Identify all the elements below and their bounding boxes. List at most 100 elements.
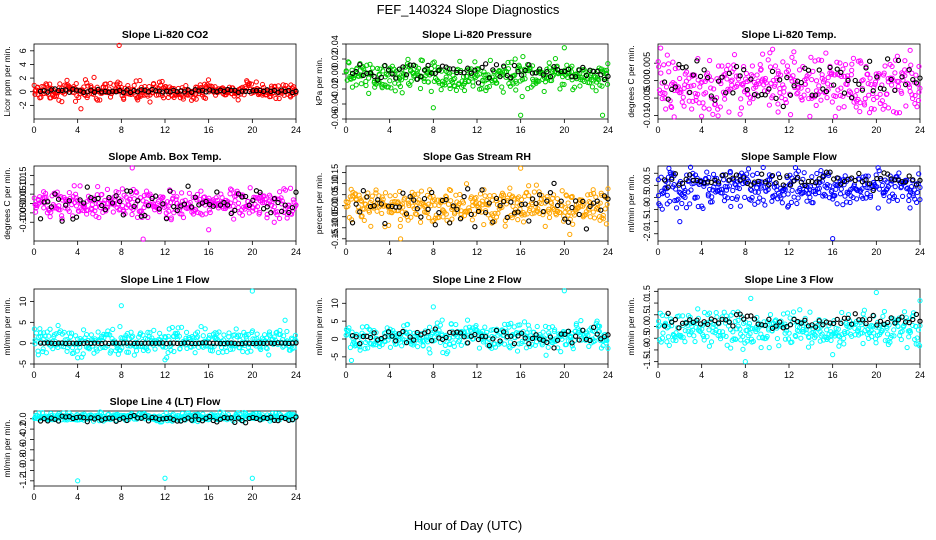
data-point — [44, 329, 50, 335]
x-tick-label: 4 — [699, 247, 704, 257]
hourly-point — [536, 66, 543, 72]
data-point — [823, 50, 829, 56]
hourly-point — [396, 66, 402, 72]
data-point — [130, 333, 136, 339]
hourly-point — [246, 202, 252, 208]
data-point — [857, 108, 863, 115]
hourly-point — [827, 64, 833, 71]
data-point — [207, 209, 213, 216]
data-point — [590, 209, 596, 215]
data-point — [379, 194, 385, 200]
hourly-point — [457, 69, 464, 75]
data-point — [269, 202, 275, 208]
hourly-point — [396, 204, 402, 210]
data-point — [399, 90, 405, 96]
hourly-point — [55, 196, 62, 202]
x-tick-label: 20 — [559, 125, 569, 135]
data-point — [659, 206, 665, 212]
data-point — [794, 91, 800, 97]
data-point — [899, 90, 905, 96]
data-point — [782, 96, 788, 103]
data-point — [41, 205, 47, 211]
outlier-point — [830, 235, 836, 242]
hourly-point — [138, 87, 144, 93]
data-point — [881, 308, 888, 315]
data-point — [766, 102, 772, 108]
data-point — [195, 334, 201, 340]
data-point — [749, 194, 755, 201]
hourly-point — [870, 88, 876, 94]
hourly-point — [766, 86, 772, 92]
data-point — [511, 196, 518, 202]
data-point — [94, 97, 101, 103]
hourly-point — [572, 74, 579, 80]
hourly-point — [661, 177, 668, 183]
data-point — [227, 346, 234, 353]
hourly-point — [389, 71, 395, 77]
y-tick-label: -0.10 — [18, 212, 28, 233]
data-point — [854, 196, 860, 202]
hourly-point — [393, 75, 399, 81]
data-point — [84, 80, 90, 86]
y-axis-label: degrees C per min. — [626, 45, 636, 117]
data-point — [879, 182, 885, 188]
data-point — [705, 191, 711, 197]
data-point — [205, 77, 212, 83]
data-point — [417, 85, 424, 92]
hourly-point — [149, 195, 155, 202]
data-point — [133, 348, 140, 354]
hourly-point — [594, 198, 600, 204]
data-point — [376, 78, 382, 84]
data-point — [73, 203, 80, 209]
data-point — [718, 186, 725, 192]
data-point — [379, 85, 385, 91]
hourly-point — [447, 66, 453, 72]
data-point — [841, 341, 847, 347]
y-tick-label: 4 — [18, 62, 28, 67]
data-point — [211, 343, 217, 349]
y-tick-label: 0.5 — [642, 309, 652, 322]
data-point — [807, 194, 813, 200]
x-tick-label: 0 — [655, 370, 660, 380]
data-point — [400, 204, 406, 210]
data-point — [727, 168, 733, 175]
outlier-point — [726, 109, 732, 115]
x-tick-label: 16 — [516, 125, 526, 135]
data-point — [583, 211, 589, 218]
data-point — [743, 70, 749, 77]
hourly-point — [913, 182, 920, 188]
data-point — [213, 335, 220, 341]
hourly-point — [102, 207, 108, 213]
data-point — [841, 335, 847, 342]
data-point — [367, 61, 373, 67]
hourly-point — [171, 204, 177, 210]
data-point — [849, 67, 855, 73]
hourly-point — [823, 88, 830, 95]
x-tick-label: 12 — [160, 370, 170, 380]
data-point — [825, 74, 831, 81]
hourly-point — [705, 179, 711, 185]
hourly-point — [690, 72, 696, 78]
data-point — [74, 197, 80, 204]
data-point — [125, 349, 132, 355]
data-point — [359, 213, 365, 219]
hourly-point — [715, 179, 722, 185]
outlier-point — [249, 475, 255, 481]
x-tick-label: 0 — [31, 247, 36, 257]
data-point — [683, 78, 689, 84]
x-tick-label: 20 — [871, 125, 881, 135]
x-tick-label: 12 — [784, 125, 794, 135]
data-point — [888, 181, 894, 187]
hourly-point — [357, 209, 363, 215]
data-point — [882, 63, 888, 69]
data-point — [866, 92, 872, 98]
x-tick-label: 8 — [743, 370, 748, 380]
data-point — [666, 69, 672, 75]
data-point — [494, 201, 501, 208]
hourly-point — [572, 333, 579, 339]
data-point — [192, 350, 198, 356]
data-point — [414, 68, 420, 74]
hourly-point — [816, 67, 822, 73]
hourly-point — [762, 179, 768, 185]
data-point — [915, 97, 922, 104]
